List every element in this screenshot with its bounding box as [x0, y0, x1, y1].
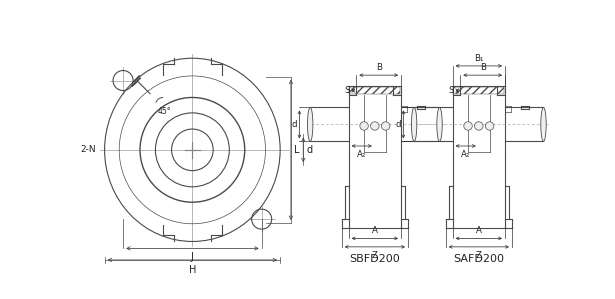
- Ellipse shape: [485, 122, 494, 130]
- Text: SAFD200: SAFD200: [453, 254, 504, 264]
- Text: A₂: A₂: [461, 150, 470, 159]
- Ellipse shape: [308, 107, 313, 141]
- Text: L: L: [294, 145, 300, 155]
- Text: S: S: [345, 86, 350, 95]
- Text: A: A: [372, 225, 378, 234]
- Text: B: B: [376, 63, 382, 72]
- Ellipse shape: [411, 107, 417, 141]
- Text: Z: Z: [372, 251, 378, 260]
- Ellipse shape: [371, 122, 379, 130]
- Ellipse shape: [437, 107, 442, 141]
- Text: d: d: [395, 120, 401, 129]
- Text: H: H: [189, 265, 196, 274]
- Bar: [349, 87, 400, 94]
- Text: J: J: [191, 252, 194, 262]
- Text: SBFD200: SBFD200: [349, 254, 400, 264]
- Text: A: A: [476, 225, 482, 234]
- Text: A₂: A₂: [357, 150, 367, 159]
- Text: S: S: [449, 86, 454, 95]
- Text: 2-N: 2-N: [81, 145, 97, 154]
- Ellipse shape: [360, 122, 368, 130]
- Text: d: d: [292, 120, 297, 129]
- Text: 45°: 45°: [157, 107, 172, 116]
- Text: d: d: [306, 145, 312, 155]
- Ellipse shape: [381, 122, 390, 130]
- Ellipse shape: [475, 122, 483, 130]
- Text: B: B: [480, 63, 486, 72]
- Text: B₁: B₁: [474, 54, 483, 63]
- Ellipse shape: [464, 122, 472, 130]
- Text: Z: Z: [476, 251, 482, 260]
- Ellipse shape: [541, 107, 546, 141]
- Bar: [453, 87, 504, 94]
